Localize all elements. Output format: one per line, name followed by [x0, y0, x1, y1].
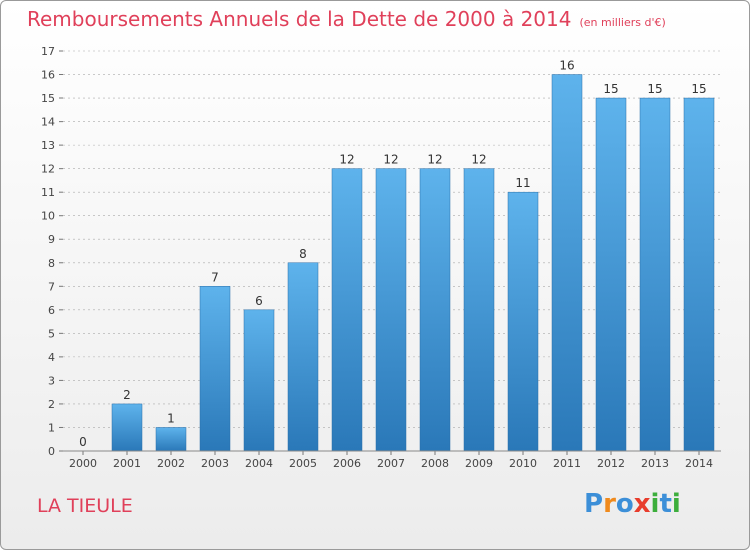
data-label-2009: 12 [471, 153, 486, 167]
logo-letter: i [650, 489, 660, 519]
y-tick-label: 3 [48, 374, 55, 387]
bar-2014 [683, 97, 715, 452]
proxiti-logo: Proxiti [584, 489, 681, 519]
data-labels: 0 2 1 7 6 8 12 12 12 12 11 16 15 15 15 [79, 59, 706, 449]
x-tick-label: 2007 [377, 457, 405, 470]
bar-2002 [155, 427, 187, 452]
place-name: LA TIEULE [37, 495, 133, 517]
data-label-2001: 2 [123, 388, 131, 402]
y-tick-label: 13 [41, 139, 55, 152]
x-tick-label: 2013 [641, 457, 669, 470]
data-label-2002: 1 [167, 411, 175, 425]
bar-2010 [507, 191, 539, 452]
y-tick-label: 0 [48, 445, 55, 458]
y-tick-label: 6 [48, 304, 55, 317]
x-tick-label: 2000 [69, 457, 97, 470]
bar-2007 [375, 168, 407, 452]
x-tick-label: 2001 [113, 457, 141, 470]
x-axis-ticks: 2000 2001 2002 2003 2004 2005 2006 2007 2008 2009… [69, 451, 713, 470]
data-label-2004: 6 [255, 294, 263, 308]
bar-2004 [243, 309, 275, 452]
data-label-2013: 15 [647, 82, 662, 96]
title-row: Remboursements Annuels de la Dette de 20… [27, 7, 666, 31]
unit-note: (en milliers d'€) [579, 16, 666, 29]
bar-2003 [199, 286, 231, 452]
data-label-2000: 0 [79, 435, 87, 449]
data-label-2014: 15 [691, 82, 706, 96]
y-tick-label: 11 [41, 186, 55, 199]
data-label-2007: 12 [383, 153, 398, 167]
data-label-2012: 15 [603, 82, 618, 96]
bar-2013 [639, 97, 671, 452]
x-tick-label: 2010 [509, 457, 537, 470]
data-label-2011: 16 [559, 59, 574, 73]
logo-letter: P [584, 489, 604, 519]
x-tick-label: 2004 [245, 457, 273, 470]
y-tick-label: 4 [48, 351, 55, 364]
data-label-2005: 8 [299, 247, 307, 261]
bar-2012 [595, 97, 627, 452]
logo-letter: t [659, 489, 672, 519]
y-tick-label: 10 [41, 210, 55, 223]
x-tick-label: 2009 [465, 457, 493, 470]
x-tick-label: 2014 [685, 457, 713, 470]
bar-2006 [331, 168, 363, 452]
y-tick-label: 1 [48, 421, 55, 434]
x-tick-label: 2005 [289, 457, 317, 470]
y-tick-label: 9 [48, 233, 55, 246]
logo-letter: x [633, 489, 651, 519]
data-label-2008: 12 [427, 153, 442, 167]
logo-letter: r [603, 489, 616, 519]
data-label-2010: 11 [515, 176, 530, 190]
bar-2001 [111, 403, 143, 452]
chart-title: Remboursements Annuels de la Dette de 20… [27, 7, 572, 31]
y-tick-label: 2 [48, 398, 55, 411]
y-tick-label: 16 [41, 69, 55, 82]
logo-letter: i [671, 489, 681, 519]
x-tick-label: 2011 [553, 457, 581, 470]
y-tick-label: 5 [48, 327, 55, 340]
y-tick-label: 17 [41, 45, 55, 58]
bar-2008 [419, 168, 451, 452]
data-label-2006: 12 [339, 153, 354, 167]
bar-2011 [551, 74, 583, 452]
x-tick-label: 2002 [157, 457, 185, 470]
bar-2009 [463, 168, 495, 452]
x-tick-label: 2008 [421, 457, 449, 470]
y-tick-label: 14 [41, 116, 55, 129]
bar-2005 [287, 262, 319, 452]
logo-letter: o [615, 489, 634, 519]
y-tick-label: 8 [48, 257, 55, 270]
x-tick-label: 2012 [597, 457, 625, 470]
y-tick-label: 12 [41, 163, 55, 176]
y-tick-label: 7 [48, 280, 55, 293]
data-label-2003: 7 [211, 270, 219, 284]
bars [111, 74, 715, 452]
x-tick-label: 2003 [201, 457, 229, 470]
x-tick-label: 2006 [333, 457, 361, 470]
y-tick-label: 15 [41, 92, 55, 105]
